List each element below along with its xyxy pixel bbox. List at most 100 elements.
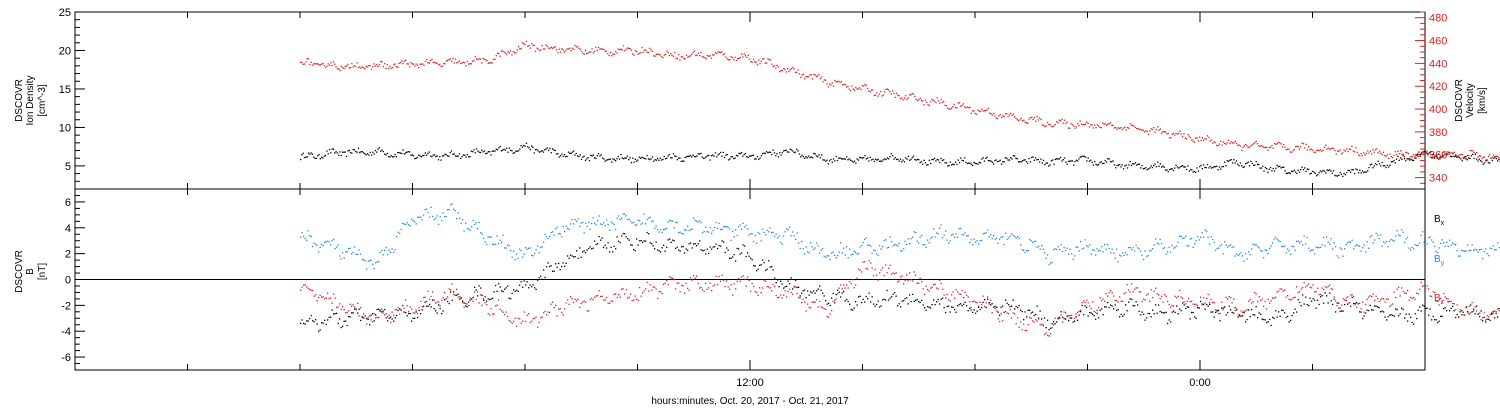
density-series-point — [886, 157, 888, 159]
velocity-tick-label: 420 — [1429, 81, 1447, 93]
velocity-series-point — [958, 102, 961, 104]
density-series-point — [1495, 157, 1497, 160]
density-series-point — [617, 155, 619, 158]
series-by-point — [417, 216, 419, 218]
series-by-point — [834, 254, 836, 256]
series-by-point — [1143, 259, 1145, 261]
series-by-point — [1258, 247, 1260, 249]
series-bx-point — [1269, 318, 1271, 321]
density-series-point — [933, 157, 936, 160]
series-bz-point — [1173, 305, 1175, 307]
velocity-series-point — [1062, 122, 1064, 124]
velocity-series-point — [1497, 155, 1499, 158]
series-by-point — [597, 220, 599, 222]
series-bx-point — [376, 308, 378, 311]
series-bx-point — [1444, 307, 1446, 309]
series-bz-point — [1060, 314, 1062, 316]
density-series-point — [718, 153, 720, 155]
velocity-series-point — [583, 53, 585, 55]
series-bx-point — [760, 264, 762, 266]
series-bx-point — [1275, 310, 1277, 312]
velocity-series-point — [650, 49, 652, 51]
series-bz-point — [697, 282, 699, 285]
density-series-point — [1136, 164, 1138, 166]
series-bz-point — [616, 296, 618, 299]
density-series-point — [1100, 161, 1102, 163]
velocity-series-point — [498, 53, 500, 55]
series-bz-point — [1183, 301, 1185, 303]
series-bz-point — [802, 298, 804, 300]
series-bz-point — [394, 309, 396, 311]
density-series-point — [765, 151, 768, 153]
series-bx-point — [766, 268, 768, 270]
series-by-point — [342, 252, 344, 254]
velocity-series-point — [1105, 124, 1108, 127]
velocity-series-point — [444, 63, 446, 65]
series-bx-point — [768, 260, 770, 262]
series-bz-point — [504, 313, 506, 316]
series-by-point — [595, 224, 597, 226]
series-by-point — [414, 221, 416, 223]
series-by-point — [969, 242, 971, 244]
series-by-point — [1275, 236, 1277, 239]
density-series-point — [730, 156, 732, 158]
velocity-series-point — [507, 51, 509, 53]
density-series-point — [621, 157, 623, 159]
series-by-point — [1200, 236, 1202, 238]
velocity-series-point — [654, 55, 656, 57]
series-bx-point — [423, 305, 425, 307]
series-bx-point — [1260, 313, 1262, 315]
series-bx-point — [1126, 310, 1128, 312]
series-bx-point — [1333, 298, 1335, 300]
density-series-point — [307, 152, 310, 154]
series-bz-point — [559, 308, 561, 310]
density-series-point — [1242, 166, 1244, 169]
series-by-point — [781, 243, 783, 245]
series-bz-point — [979, 301, 981, 304]
density-series-point — [696, 155, 698, 157]
velocity-series-point — [427, 62, 429, 64]
series-bx-point — [502, 290, 504, 293]
series-bx-point — [1326, 295, 1328, 297]
series-by-point — [679, 231, 681, 233]
density-series-point — [641, 156, 643, 158]
series-bx-point — [465, 305, 467, 307]
density-series-point — [772, 149, 774, 151]
series-bz-point — [1302, 287, 1304, 289]
series-by-point — [1228, 245, 1230, 247]
series-by-point — [1297, 240, 1299, 242]
series-bz-point — [615, 293, 617, 295]
series-by-point — [376, 261, 378, 263]
density-axis-title-line: DSCOVR — [14, 79, 25, 122]
series-by-point — [631, 222, 633, 224]
series-bz-point — [636, 298, 638, 301]
velocity-series-point — [537, 48, 539, 50]
velocity-series — [300, 40, 1500, 162]
velocity-series-point — [1395, 153, 1398, 156]
series-bx-point — [1332, 303, 1334, 306]
series-bz-point — [733, 283, 735, 285]
velocity-series-point — [709, 55, 711, 57]
density-series-point — [1491, 159, 1494, 162]
series-bx-point — [861, 301, 863, 304]
velocity-series-point — [401, 60, 403, 62]
series-bx-point — [682, 245, 684, 248]
series-bz-point — [1110, 290, 1112, 292]
density-series-point — [758, 158, 760, 161]
series-bz-point — [553, 307, 555, 309]
density-series-point — [721, 155, 723, 157]
series-bz-point — [1225, 296, 1227, 298]
density-series-point — [1200, 164, 1202, 166]
density-series-point — [952, 163, 954, 165]
series-bx-point — [531, 286, 533, 288]
series-by-point — [1422, 231, 1424, 233]
velocity-series-point — [851, 85, 853, 87]
velocity-series-point — [731, 56, 734, 59]
series-by-point — [309, 235, 311, 237]
series-bz-point — [450, 289, 452, 291]
series-bz-point — [1215, 309, 1217, 311]
series-bx-point — [1044, 317, 1046, 319]
velocity-series-point — [679, 59, 681, 61]
series-by-point — [1146, 255, 1148, 258]
series-bx-point — [427, 305, 429, 307]
